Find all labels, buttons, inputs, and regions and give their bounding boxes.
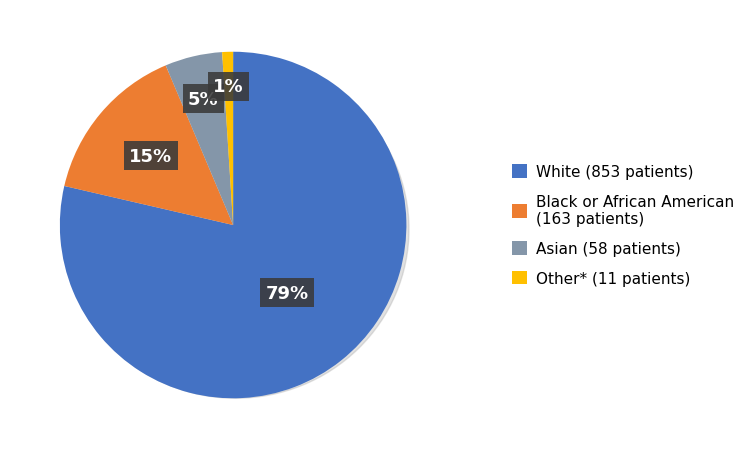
Text: 5%: 5% (188, 90, 219, 108)
Ellipse shape (62, 61, 409, 398)
Wedge shape (65, 66, 233, 226)
Wedge shape (222, 53, 233, 226)
Text: 1%: 1% (214, 78, 244, 96)
Wedge shape (60, 53, 406, 398)
Text: 15%: 15% (129, 147, 172, 166)
Legend: White (853 patients), Black or African American
(163 patients), Asian (58 patien: White (853 patients), Black or African A… (512, 165, 734, 286)
Wedge shape (165, 53, 233, 226)
Text: 79%: 79% (265, 284, 308, 302)
